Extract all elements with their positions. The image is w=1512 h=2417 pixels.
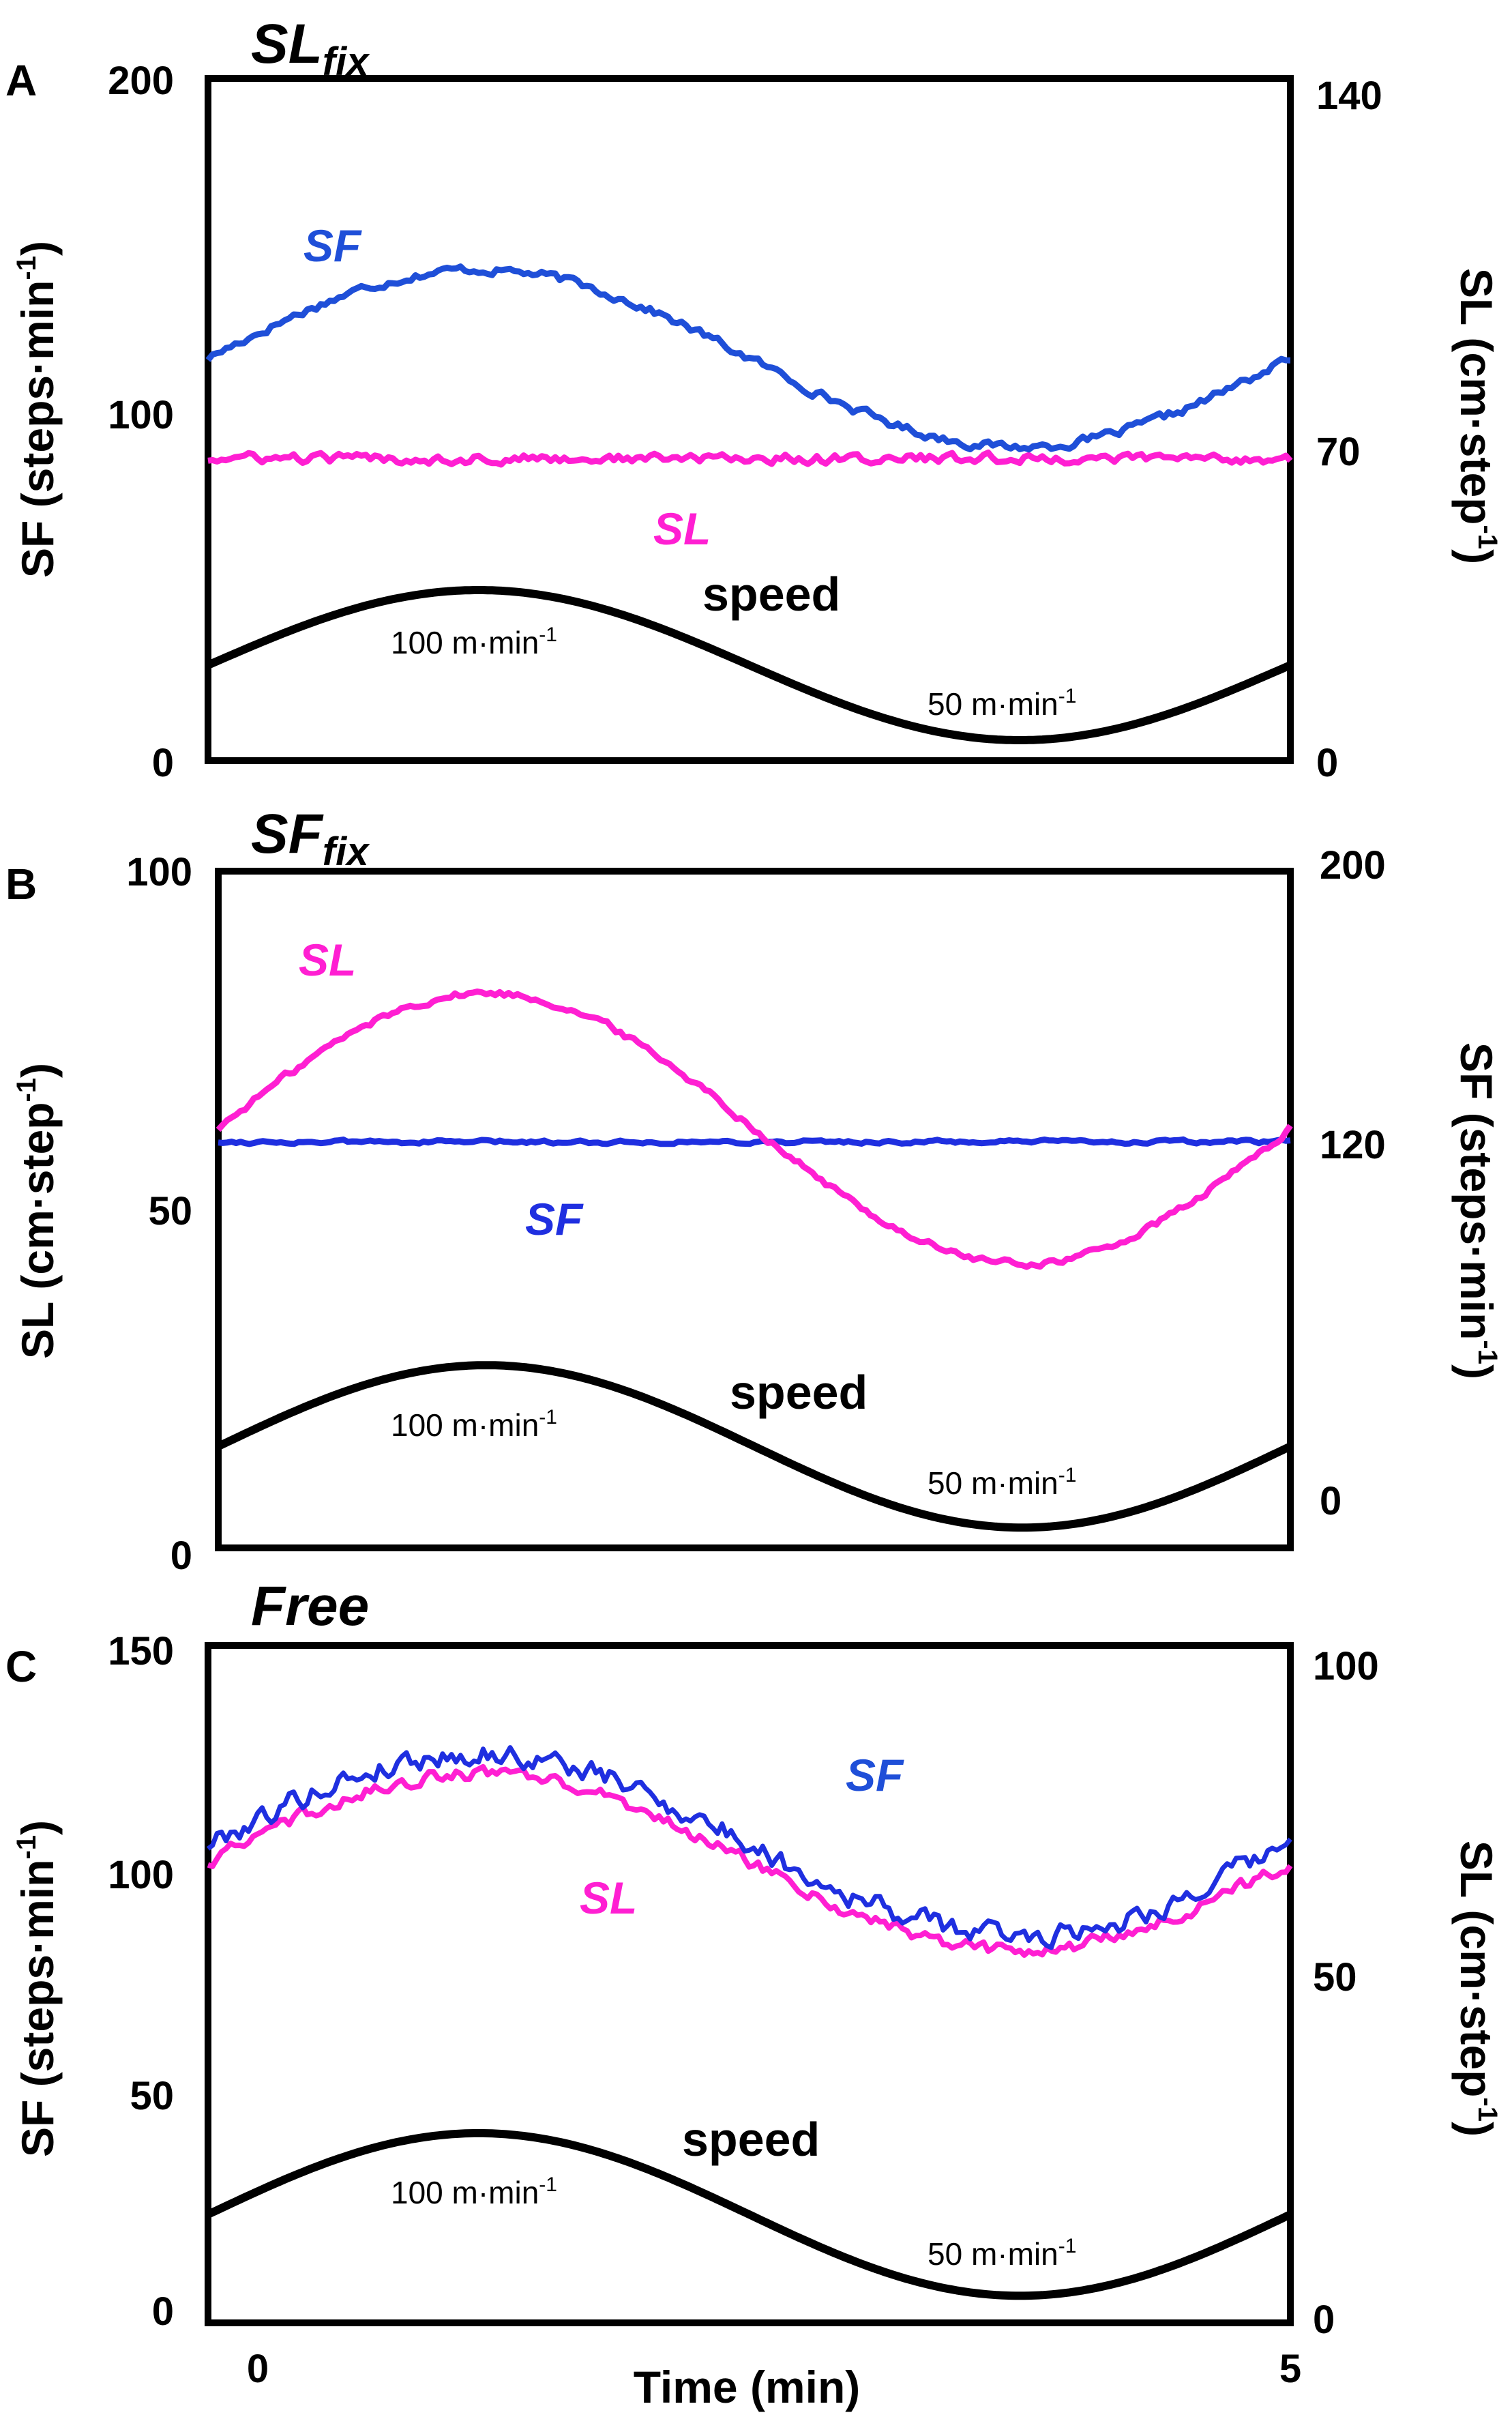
panel-label-a: A xyxy=(5,56,37,105)
panel-b-left-axis-label: SL (cm·step-1) xyxy=(12,1063,63,1359)
panel-a-sl-series-label: SL xyxy=(653,503,711,554)
panel-a-left-tick-100: 100 xyxy=(108,393,174,437)
panel-label-c: C xyxy=(5,1642,37,1691)
panel-c-left-tick-0: 0 xyxy=(152,2289,174,2334)
panel-b-speed-line xyxy=(216,1361,1292,1532)
panel-b-right-tick-120: 120 xyxy=(1320,1123,1386,1167)
panel-b-max-speed-annotation: 100 m·min-1 xyxy=(391,1406,557,1443)
panel-c-x-tick-0: 0 xyxy=(247,2347,269,2391)
panel-c-left-tick-50: 50 xyxy=(130,2074,174,2118)
panel-b-sl-line xyxy=(216,988,1293,1270)
panel-a-left-tick-200: 200 xyxy=(108,59,174,103)
panel-c-speed-label: speed xyxy=(682,2113,820,2166)
panel-a: A SLfix 200 100 0 140 70 0 SF (steps·min… xyxy=(5,13,1502,785)
panel-a-sf-line xyxy=(205,263,1291,453)
panel-c-right-tick-50: 50 xyxy=(1313,1955,1357,1999)
panel-a-left-tick-0: 0 xyxy=(152,741,174,785)
panel-a-min-speed-annotation: 50 m·min-1 xyxy=(928,685,1076,722)
panel-b-right-axis-label: SF (steps·min-1) xyxy=(1451,1042,1502,1379)
panel-a-right-tick-140: 140 xyxy=(1316,74,1382,118)
panel-b-sf-line xyxy=(218,1136,1291,1147)
panel-a-plot-frame xyxy=(205,75,1294,764)
panel-c-right-tick-100: 100 xyxy=(1313,1644,1379,1688)
panel-a-speed-label: speed xyxy=(702,568,840,621)
panel-c-max-speed-annotation: 100 m·min-1 xyxy=(391,2173,557,2210)
panel-c-left-tick-100: 100 xyxy=(108,1853,174,1897)
panel-label-b: B xyxy=(5,860,37,909)
panel-b-title: SFfix xyxy=(251,803,370,874)
panel-c-min-speed-annotation: 50 m·min-1 xyxy=(928,2235,1076,2272)
panel-c-sl-series-label: SL xyxy=(580,1873,637,1923)
panel-b-right-tick-200: 200 xyxy=(1320,843,1386,888)
panel-a-left-axis-label: SF (steps·min-1) xyxy=(12,241,63,578)
panel-b-plot-frame xyxy=(215,868,1294,1551)
panel-c-left-axis-label: SF (steps·min-1) xyxy=(12,1820,63,2157)
panel-c: C Free 150 100 50 0 100 50 0 SF (steps·m… xyxy=(5,1575,1502,2412)
panel-a-max-speed-annotation: 100 m·min-1 xyxy=(391,624,557,660)
panel-c-sl-line xyxy=(207,1763,1293,1958)
panel-c-x-axis-label: Time (min) xyxy=(634,2362,860,2412)
panel-c-x-tick-5: 5 xyxy=(1279,2347,1301,2391)
panel-b-left-tick-50: 50 xyxy=(148,1189,192,1233)
panel-c-right-axis-label: SL (cm·step-1) xyxy=(1451,1841,1502,2137)
panel-c-plot-frame xyxy=(205,1642,1294,2326)
panel-b-right-tick-0: 0 xyxy=(1320,1479,1341,1523)
panel-b: B SFfix 100 50 0 200 120 0 SL (cm·step-1… xyxy=(5,803,1502,1578)
panel-b-min-speed-annotation: 50 m·min-1 xyxy=(928,1464,1076,1501)
panel-c-speed-line xyxy=(206,2129,1292,2300)
panel-c-right-tick-0: 0 xyxy=(1313,2298,1335,2342)
panel-c-title: Free xyxy=(251,1575,369,1637)
panel-c-sf-series-label: SF xyxy=(846,1750,904,1800)
panel-a-right-tick-0: 0 xyxy=(1316,741,1338,785)
panel-a-right-tick-70: 70 xyxy=(1316,430,1361,474)
panel-b-speed-label: speed xyxy=(730,1366,868,1419)
panel-b-sl-series-label: SL xyxy=(299,935,356,985)
panel-b-left-tick-100: 100 xyxy=(126,850,192,894)
panel-a-title: SLfix xyxy=(251,13,370,84)
panel-a-right-axis-label: SL (cm·step-1) xyxy=(1451,268,1502,564)
panel-b-left-tick-0: 0 xyxy=(171,1534,192,1578)
panel-a-sl-line xyxy=(207,450,1293,468)
panel-a-speed-line xyxy=(206,586,1292,744)
panel-c-sf-line xyxy=(206,1745,1292,1950)
panel-b-sf-series-label: SF xyxy=(525,1194,584,1244)
panel-a-sf-series-label: SF xyxy=(303,220,362,271)
panel-c-left-tick-150: 150 xyxy=(108,1629,174,1673)
